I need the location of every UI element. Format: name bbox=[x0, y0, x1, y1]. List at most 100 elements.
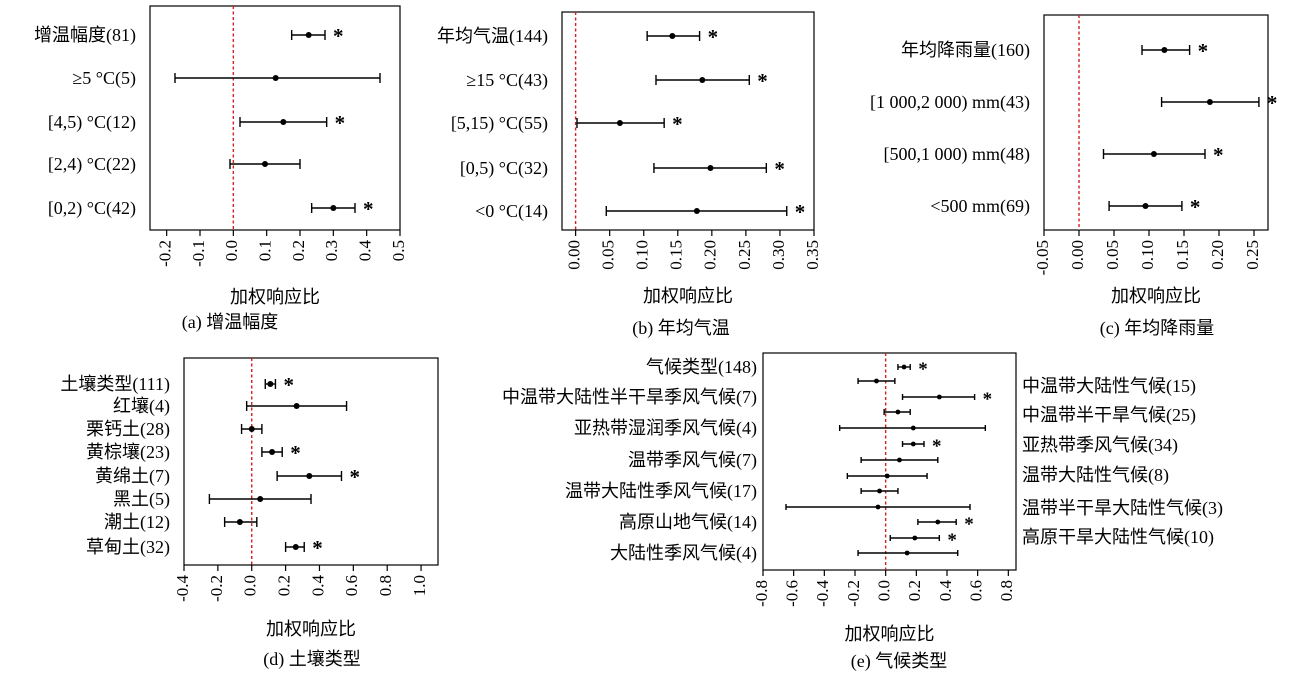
x-tick-label: 0.0 bbox=[875, 580, 894, 601]
panel-a-warming-magnitude: -0.2 -0.1 0.0 0.1 0.2 0.3 0.4 0.5 加权响应比 (a) 增温幅度 *… bbox=[34, 5, 408, 333]
x-tick-label: 0.15 bbox=[1173, 240, 1192, 270]
mean-point bbox=[236, 519, 243, 525]
panel-b-annual-temperature: 0.00 0.05 0.10 0.15 0.20 0.25 0.30 0.35 加权响应比 (b)… bbox=[437, 11, 822, 339]
x-tick-label: 0.15 bbox=[667, 240, 686, 270]
row-label-right: 高原干旱大陆性气候(10) bbox=[1022, 527, 1214, 548]
mean-point bbox=[262, 161, 268, 167]
x-tick-label: -0.8 bbox=[752, 580, 771, 607]
x-tick-label: 0.2 bbox=[289, 240, 308, 261]
x-tick-label: 0.10 bbox=[633, 240, 652, 270]
x-tick-label: 0.25 bbox=[1243, 240, 1262, 270]
row-label: [2,4) °C(22) bbox=[48, 154, 136, 175]
mean-point bbox=[280, 119, 287, 125]
x-tick-label: 0.2 bbox=[275, 575, 294, 596]
row-label: <500 mm(69) bbox=[930, 196, 1030, 217]
x-tick-label: 0.00 bbox=[1068, 240, 1087, 270]
mean-point bbox=[306, 473, 313, 479]
x-tick-label: 0.3 bbox=[322, 240, 341, 261]
plot-frame bbox=[149, 5, 401, 231]
significance-star: * bbox=[774, 157, 785, 181]
row-label-right: 温带大陆性气候(8) bbox=[1022, 465, 1169, 486]
x-tick-label: 0.0 bbox=[222, 240, 241, 261]
row-label: 红壤(4) bbox=[113, 396, 170, 417]
mean-point bbox=[910, 425, 916, 431]
panel-e-climate-type: -0.8 -0.6 -0.4 -0.2 0.0 0.2 0.4 0.6 0.8 加权响应比 (e) … bbox=[502, 352, 1223, 672]
row-label: 黄棕壤(23) bbox=[86, 442, 170, 463]
x-axis-title: 加权响应比 bbox=[230, 287, 320, 307]
mean-point bbox=[1161, 47, 1168, 53]
significance-star: * bbox=[1267, 91, 1278, 115]
row-label: [0,2) °C(42) bbox=[48, 198, 136, 219]
x-tick-label: 0.20 bbox=[701, 240, 720, 270]
panel-caption: (b) 年均气温 bbox=[632, 318, 730, 339]
x-tick-label: 0.35 bbox=[803, 240, 822, 270]
mean-point bbox=[901, 364, 907, 370]
mean-point bbox=[904, 550, 910, 556]
mean-point bbox=[935, 519, 941, 525]
mean-point bbox=[248, 426, 255, 432]
x-tick-label: 0.30 bbox=[769, 240, 788, 270]
x-tick-label: -0.4 bbox=[173, 575, 192, 602]
row-label: <0 °C(14) bbox=[475, 201, 548, 222]
row-label-right: 温带半干旱大陆性气候(3) bbox=[1022, 498, 1223, 519]
row-label: 栗钙土(28) bbox=[86, 419, 170, 440]
significance-star: * bbox=[290, 441, 301, 465]
row-label: [1 000,2 000) mm(43) bbox=[870, 92, 1030, 113]
row-label-left: 气候类型(148) bbox=[646, 357, 757, 378]
panel-c-annual-precipitation: -0.05 0.00 0.05 0.10 0.15 0.20 0.25 加权响应比 (c) 年均… bbox=[870, 14, 1278, 339]
row-label: 潮土(12) bbox=[104, 512, 170, 533]
row-label-left: 温带大陆性季风气候(17) bbox=[565, 481, 757, 502]
x-tick-label: -0.2 bbox=[844, 580, 863, 607]
significance-star: * bbox=[1198, 39, 1209, 63]
row-label-left: 大陆性季风气候(4) bbox=[610, 543, 757, 564]
plot-frame bbox=[1043, 14, 1269, 231]
significance-star: * bbox=[283, 373, 294, 397]
significance-star: * bbox=[947, 530, 957, 551]
x-tick-label: 1.0 bbox=[410, 575, 429, 596]
significance-star: * bbox=[757, 69, 768, 93]
x-tick-label: 0.5 bbox=[389, 240, 408, 261]
mean-point bbox=[897, 457, 902, 463]
row-label-left: 温带季风气候(7) bbox=[628, 450, 757, 471]
significance-star: * bbox=[1190, 195, 1201, 219]
mean-point bbox=[877, 488, 882, 494]
mean-point bbox=[292, 544, 299, 550]
significance-star: * bbox=[983, 389, 993, 410]
panel-caption: (e) 气候类型 bbox=[851, 651, 947, 672]
x-axis-title: 加权响应比 bbox=[643, 286, 733, 306]
panel-caption: (a) 增温幅度 bbox=[182, 312, 278, 333]
x-tick-label: 0.4 bbox=[308, 575, 327, 597]
panel-d-soil-type: -0.4 -0.2 0.0 0.2 0.4 0.6 0.8 1.0 加权响应比 (d) 土壤类型 *… bbox=[60, 357, 439, 670]
x-tick-label: -0.05 bbox=[1033, 240, 1052, 275]
significance-star: * bbox=[932, 436, 942, 457]
mean-point bbox=[257, 496, 264, 502]
x-tick-label: 0.4 bbox=[356, 240, 375, 262]
x-tick-label: 0.05 bbox=[599, 240, 618, 270]
row-label-left: 亚热带湿润季风气候(4) bbox=[574, 418, 757, 439]
significance-star: * bbox=[795, 200, 806, 224]
row-label: 年均降雨量(160) bbox=[901, 40, 1030, 61]
x-tick-label: 0.8 bbox=[997, 580, 1016, 601]
mean-point bbox=[669, 33, 676, 39]
significance-star: * bbox=[312, 536, 323, 560]
row-label: [4,5) °C(12) bbox=[48, 112, 136, 133]
x-axis-title: 加权响应比 bbox=[1111, 286, 1201, 306]
x-tick-label: 0.10 bbox=[1138, 240, 1157, 270]
row-label: 增温幅度(81) bbox=[34, 25, 136, 46]
row-label: ≥5 °C(5) bbox=[72, 68, 136, 89]
mean-point bbox=[330, 205, 337, 211]
row-label: 草甸土(32) bbox=[86, 537, 170, 558]
row-label: ≥15 °C(43) bbox=[466, 70, 548, 91]
significance-star: * bbox=[1213, 143, 1224, 167]
x-tick-label: 0.25 bbox=[735, 240, 754, 270]
mean-point bbox=[269, 449, 276, 455]
mean-point bbox=[874, 378, 879, 384]
x-tick-label: 0.00 bbox=[565, 240, 584, 270]
panel-caption: (d) 土壤类型 bbox=[263, 649, 361, 670]
row-label: 黑土(5) bbox=[113, 489, 170, 510]
mean-point bbox=[707, 165, 714, 171]
mean-point bbox=[267, 381, 274, 387]
mean-point bbox=[305, 32, 312, 38]
mean-point bbox=[875, 504, 881, 510]
